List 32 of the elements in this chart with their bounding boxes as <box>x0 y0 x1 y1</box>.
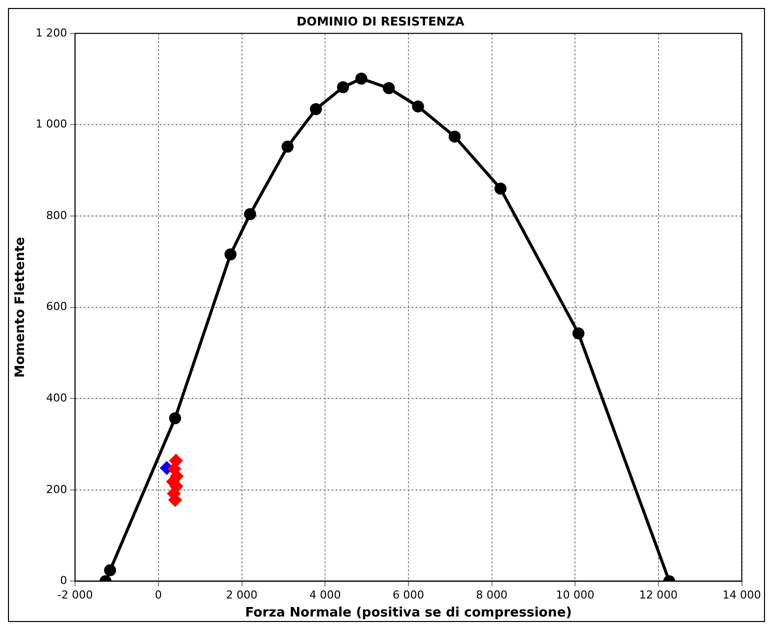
y-tick-label: 1 000 <box>36 118 68 131</box>
point <box>310 103 322 116</box>
x-tick-label: 10 000 <box>556 588 594 602</box>
y-axis-title: Momento Flettente <box>13 236 28 378</box>
point <box>412 100 424 112</box>
point <box>382 82 395 94</box>
y-tick-label: 0 <box>60 574 68 588</box>
point <box>282 140 294 153</box>
y-tick-label: 400 <box>46 391 68 404</box>
x-tick-label: 4 000 <box>309 588 341 602</box>
x-tick-label: 0 <box>154 588 162 602</box>
point <box>244 208 256 220</box>
chart-title: DOMINIO DI RESISTENZA <box>296 14 466 28</box>
x-tick-label: -2 000 <box>57 588 93 602</box>
y-tick-label: 600 <box>46 300 68 314</box>
y-tick-label: 800 <box>46 208 68 222</box>
x-tick-label: 8 000 <box>476 588 508 602</box>
y-tick-label: 1 200 <box>36 26 68 40</box>
point <box>355 72 368 85</box>
x-tick-label: 2 000 <box>226 588 258 602</box>
x-tick-label: 6 000 <box>392 588 424 602</box>
point <box>448 130 461 143</box>
x-axis-title: Forza Normale (positiva se di compressione) <box>245 606 572 621</box>
point <box>104 564 116 576</box>
point <box>572 327 584 340</box>
x-tick-label: 12 000 <box>639 588 678 602</box>
point <box>224 248 237 260</box>
point <box>494 182 507 195</box>
point <box>337 81 350 94</box>
y-tick-label: 200 <box>46 482 68 496</box>
x-tick-label: 14 000 <box>722 588 762 602</box>
point <box>169 412 182 424</box>
